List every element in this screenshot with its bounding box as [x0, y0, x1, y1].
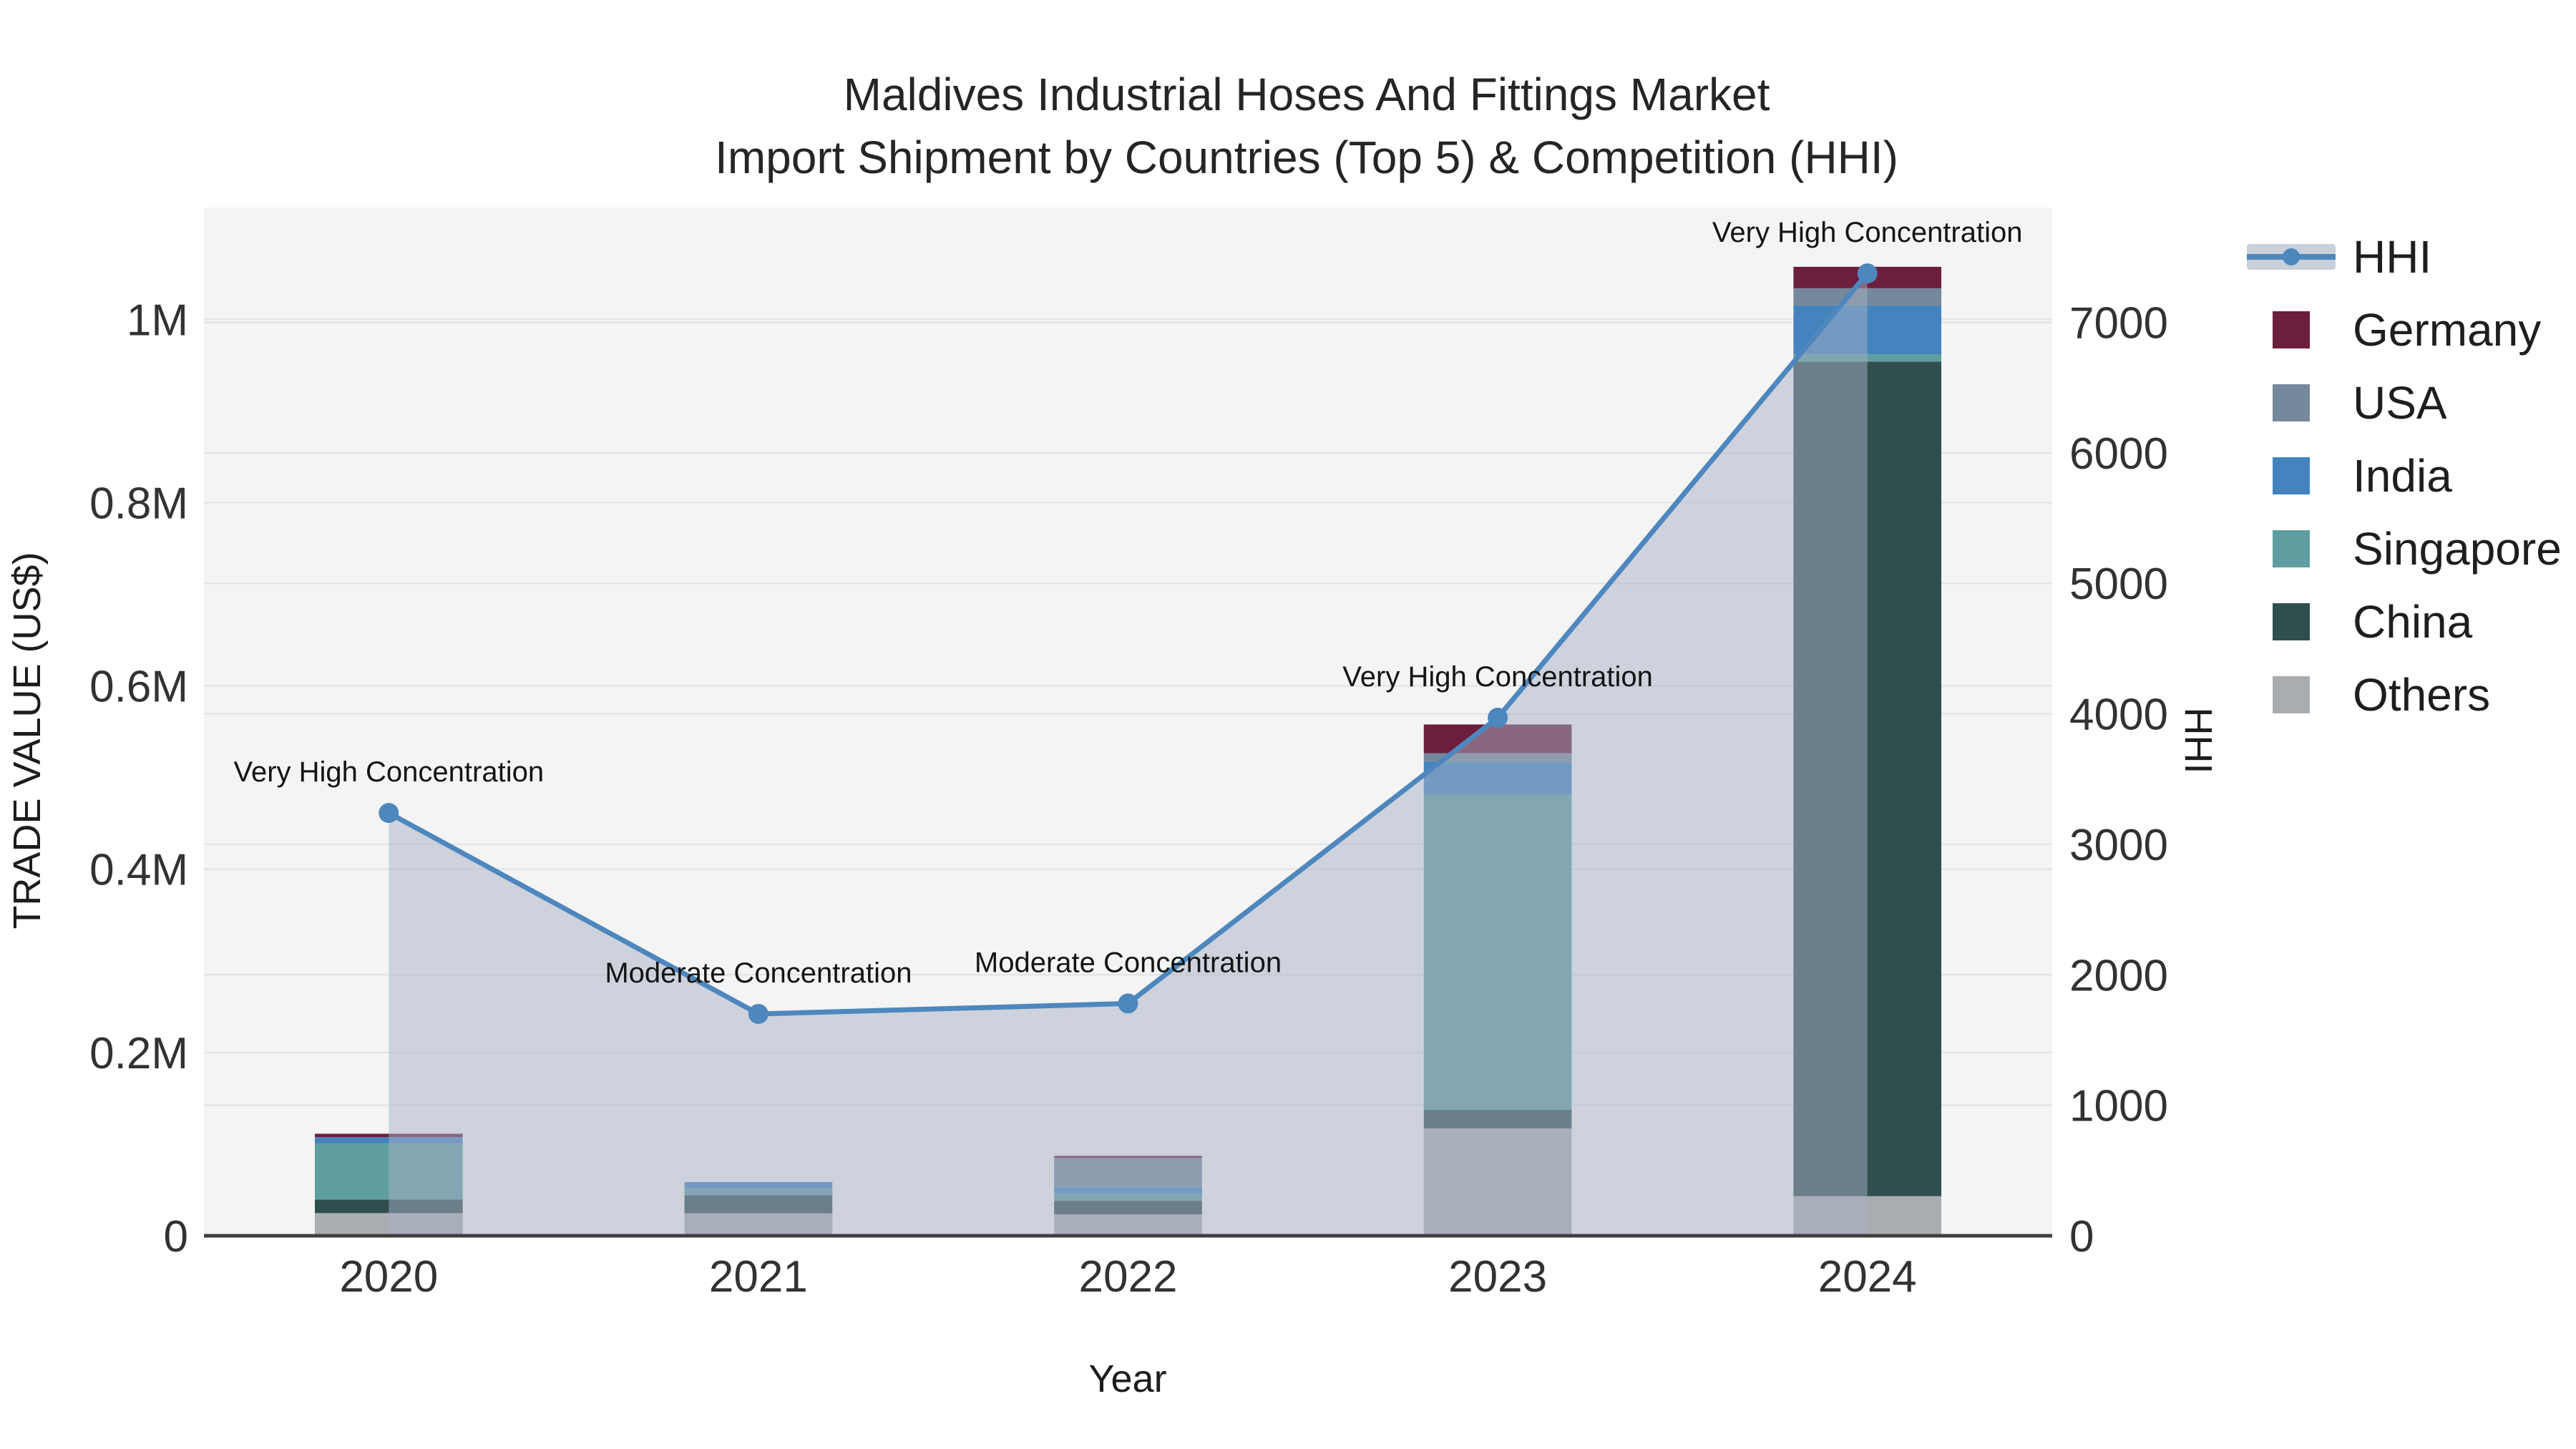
annotation-2023: Very High Concentration	[1342, 661, 1653, 693]
annotation-2021: Moderate Concentration	[605, 957, 912, 989]
legend-label-singapore: Singapore	[2353, 523, 2562, 575]
x-axis-tick-2024: 2024	[1818, 1252, 1917, 1302]
chart-title-line2: Import Shipment by Countries (Top 5) & C…	[715, 132, 1898, 183]
y-axis-tick-0: 0	[164, 1212, 188, 1262]
usa-swatch-icon	[2247, 384, 2336, 421]
legend-label-china: China	[2353, 596, 2473, 648]
x-axis-tick-2022: 2022	[1079, 1252, 1178, 1302]
legend-item-singapore[interactable]: Singapore	[2247, 522, 2562, 575]
hhi-point-2024[interactable]	[1857, 263, 1878, 284]
legend: HHI Germany USA India Singapore China Others	[2247, 230, 2562, 741]
legend-label-others: Others	[2353, 669, 2491, 721]
x-axis-tick-2021: 2021	[709, 1252, 808, 1302]
others-swatch-icon	[2247, 676, 2336, 713]
y2-axis-tick-2000: 2000	[2069, 951, 2168, 1000]
x-axis-title: Year	[1088, 1357, 1167, 1400]
hhi-point-2023[interactable]	[1488, 708, 1508, 728]
y2-axis-tick-4000: 4000	[2069, 691, 2168, 740]
y2-axis-tick-0: 0	[2069, 1212, 2094, 1262]
y-axis-tick-0.4M: 0.4M	[89, 846, 188, 895]
x-axis-tick-2023: 2023	[1448, 1252, 1547, 1302]
legend-label-india: India	[2353, 450, 2452, 502]
legend-item-hhi[interactable]: HHI	[2247, 230, 2562, 283]
y2-axis-tick-7000: 7000	[2069, 298, 2168, 348]
y-axis-title: TRADE VALUE (US$)	[6, 552, 49, 930]
hhi-point-2021[interactable]	[748, 1003, 769, 1024]
legend-item-germany[interactable]: Germany	[2247, 303, 2562, 356]
chart-title: Maldives Industrial Hoses And Fittings M…	[715, 63, 1898, 189]
hhi-line-icon	[2247, 244, 2336, 270]
hhi-area-fill	[389, 273, 1868, 1236]
legend-label-hhi: HHI	[2353, 231, 2432, 283]
y-axis-tick-1M: 1M	[127, 296, 188, 345]
legend-label-germany: Germany	[2353, 304, 2542, 356]
y2-axis-title: HHI	[2177, 707, 2220, 774]
annotation-2024: Very High Concentration	[1712, 217, 2023, 248]
y2-axis-tick-1000: 1000	[2069, 1082, 2168, 1131]
india-swatch-icon	[2247, 457, 2336, 494]
y-axis-tick-0.8M: 0.8M	[89, 479, 188, 528]
x-axis-tick-2020: 2020	[339, 1252, 438, 1302]
annotation-2020: Very High Concentration	[234, 756, 545, 788]
china-swatch-icon	[2247, 603, 2336, 640]
legend-label-usa: USA	[2353, 377, 2447, 429]
y2-axis-tick-5000: 5000	[2069, 560, 2168, 609]
hhi-point-2022[interactable]	[1118, 993, 1138, 1014]
annotation-2022: Moderate Concentration	[975, 947, 1282, 978]
germany-swatch-icon	[2247, 311, 2336, 348]
singapore-swatch-icon	[2247, 530, 2336, 567]
legend-item-china[interactable]: China	[2247, 595, 2562, 648]
y2-axis-tick-3000: 3000	[2069, 821, 2168, 870]
hhi-point-2020[interactable]	[379, 803, 399, 824]
chart-title-line1: Maldives Industrial Hoses And Fittings M…	[843, 69, 1770, 120]
legend-item-usa[interactable]: USA	[2247, 376, 2562, 429]
y-axis-tick-0.2M: 0.2M	[89, 1029, 188, 1078]
legend-item-others[interactable]: Others	[2247, 668, 2562, 721]
legend-item-india[interactable]: India	[2247, 449, 2562, 502]
y2-axis-tick-6000: 6000	[2069, 429, 2168, 479]
y-axis-tick-0.6M: 0.6M	[89, 663, 188, 712]
